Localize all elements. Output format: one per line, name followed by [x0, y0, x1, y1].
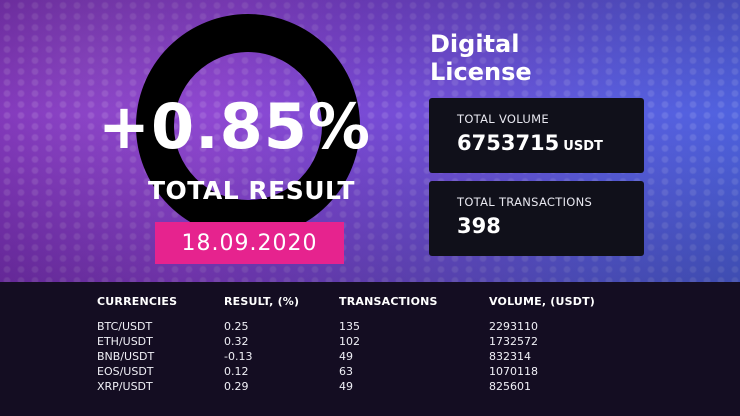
- brand-title-line1: Digital: [430, 30, 520, 58]
- cell-currency: BTC/USDT: [97, 320, 153, 333]
- total-volume-label: TOTAL VOLUME: [457, 112, 549, 126]
- table-header-row: CURRENCIES RESULT, (%) TRANSACTIONS VOLU…: [97, 295, 609, 320]
- total-volume-value-row: 6753715 USDT: [457, 131, 644, 155]
- date-badge: 18.09.2020: [155, 222, 344, 264]
- total-volume-value: 6753715: [457, 131, 560, 155]
- table-row: ETH/USDT 0.32 102 1732572: [97, 335, 609, 350]
- cell-result: 0.12: [224, 365, 249, 378]
- cell-transactions: 63: [339, 365, 353, 378]
- table-row: BTC/USDT 0.25 135 2293110: [97, 320, 609, 335]
- cell-result: 0.32: [224, 335, 249, 348]
- cell-transactions: 135: [339, 320, 360, 333]
- cell-transactions: 102: [339, 335, 360, 348]
- cell-currency: EOS/USDT: [97, 365, 154, 378]
- cell-result: 0.25: [224, 320, 249, 333]
- hero-banner: +0.85% TOTAL RESULT 18.09.2020 Digital L…: [0, 0, 740, 282]
- cell-volume: 2293110: [489, 320, 538, 333]
- column-header-transactions: TRANSACTIONS: [339, 295, 438, 308]
- cell-result: 0.29: [224, 380, 249, 393]
- brand-title-line2: License: [430, 58, 532, 86]
- column-header-currencies: CURRENCIES: [97, 295, 178, 308]
- cell-result: -0.13: [224, 350, 253, 363]
- results-table-panel: CURRENCIES RESULT, (%) TRANSACTIONS VOLU…: [0, 282, 740, 416]
- results-table: CURRENCIES RESULT, (%) TRANSACTIONS VOLU…: [97, 295, 609, 395]
- brand-title: Digital License: [430, 30, 532, 86]
- total-result-value: +0.85%: [98, 90, 372, 163]
- cell-volume: 1732572: [489, 335, 538, 348]
- total-volume-card: TOTAL VOLUME 6753715 USDT: [429, 98, 644, 173]
- column-header-result: RESULT, (%): [224, 295, 300, 308]
- cell-currency: BNB/USDT: [97, 350, 155, 363]
- total-transactions-card: TOTAL TRANSACTIONS 398: [429, 181, 644, 256]
- table-row: XRP/USDT 0.29 49 825601: [97, 380, 609, 395]
- total-result-label: TOTAL RESULT: [148, 176, 355, 205]
- cell-transactions: 49: [339, 350, 353, 363]
- cell-volume: 1070118: [489, 365, 538, 378]
- cell-currency: ETH/USDT: [97, 335, 153, 348]
- column-header-volume: VOLUME, (USDT): [489, 295, 596, 308]
- cell-volume: 832314: [489, 350, 531, 363]
- cell-volume: 825601: [489, 380, 531, 393]
- total-transactions-label: TOTAL TRANSACTIONS: [457, 195, 593, 209]
- cell-currency: XRP/USDT: [97, 380, 153, 393]
- total-transactions-value: 398: [457, 214, 501, 238]
- total-volume-unit: USDT: [563, 139, 603, 154]
- table-row: EOS/USDT 0.12 63 1070118: [97, 365, 609, 380]
- table-row: BNB/USDT -0.13 49 832314: [97, 350, 609, 365]
- cell-transactions: 49: [339, 380, 353, 393]
